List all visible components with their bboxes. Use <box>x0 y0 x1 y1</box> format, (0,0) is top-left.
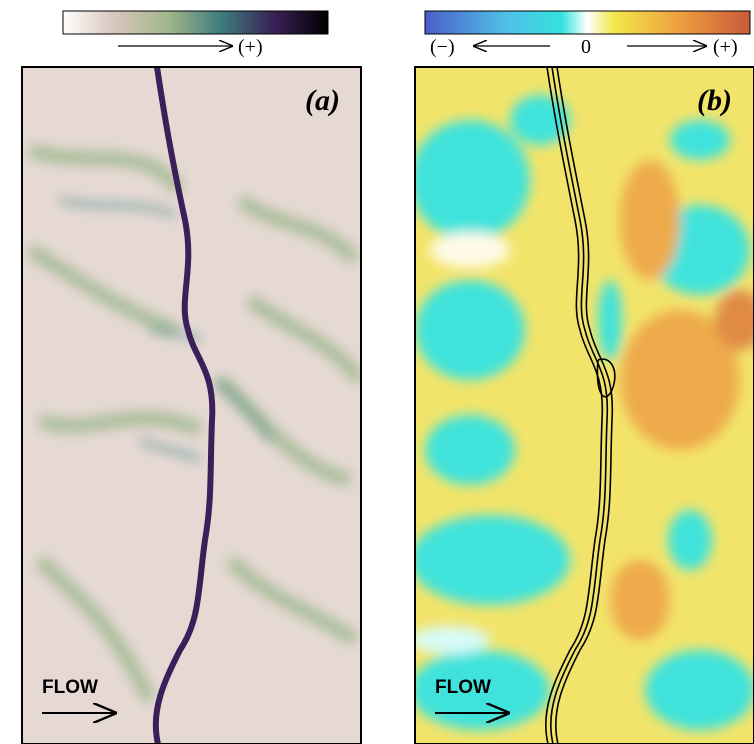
colorbar-label: 0 <box>581 36 591 58</box>
panel-label: (a) <box>305 84 340 117</box>
figure: (+) (−) 0 (+) (a) FLOW <box>0 0 754 744</box>
colorbar <box>425 11 750 34</box>
panel-image <box>22 67 361 744</box>
panel-label: (b) <box>697 84 732 117</box>
flow-label: FLOW <box>42 677 98 698</box>
colorbar-label: (−) <box>430 36 455 58</box>
panel-image <box>410 67 754 744</box>
colorbar-label: (+) <box>238 36 263 58</box>
colorbar <box>63 11 328 34</box>
flow-label: FLOW <box>435 677 491 698</box>
colorbar-label: (+) <box>713 36 738 58</box>
